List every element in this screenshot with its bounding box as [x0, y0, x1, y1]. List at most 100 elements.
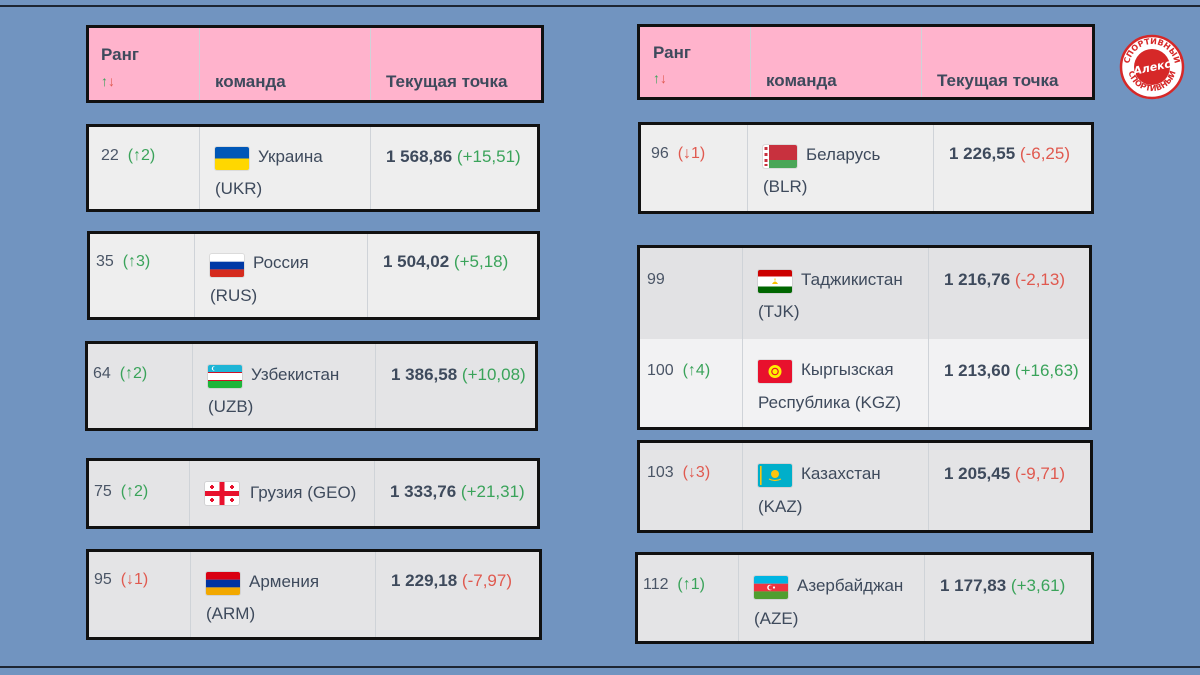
rank-value: 22 (↑2) [101, 147, 156, 164]
team-cell: Грузия (GEO) [189, 461, 374, 526]
points-cell: 1 216,76 (-2,13) [928, 248, 1089, 339]
team-name[interactable]: Казахстан [801, 464, 881, 483]
team-code: (UZB) [208, 397, 254, 416]
sort-down-arrow: ↓ [108, 73, 115, 89]
team-cell: Казахстан (KAZ) [742, 443, 928, 530]
header-team-cell: команда [750, 27, 921, 97]
rank-cell: 64 (↑2) [88, 344, 192, 428]
team-card-uzb: 64 (↑2) Узбекистан (UZB) 1 386,58 (+10,0… [85, 341, 538, 431]
russia-flag-icon [210, 254, 244, 277]
team-cell: Азербайджан (AZE) [738, 555, 924, 641]
team-name[interactable]: Армения [249, 572, 320, 591]
kyrgyzstan-flag-icon [758, 360, 792, 383]
team-name[interactable]: Беларусь [806, 145, 881, 164]
georgia-flag-icon [205, 482, 239, 505]
header-rank-label[interactable]: Ранг [653, 43, 691, 62]
header-rank-cell: Ранг ↑↓ [89, 28, 199, 100]
team-card-rus: 35 (↑3) Россия (RUS) 1 504,02 (+5,18) [87, 231, 540, 320]
rank-value: 95 (↓1) [94, 571, 149, 588]
ukraine-flag-icon [215, 147, 249, 170]
uzbekistan-flag-icon [208, 365, 242, 388]
rank-value: 64 (↑2) [93, 365, 148, 382]
sort-icon[interactable]: ↑↓ [101, 73, 115, 89]
sort-icon[interactable]: ↑↓ [653, 70, 667, 86]
team-code: (KAZ) [758, 497, 803, 516]
team-name[interactable]: Таджикистан [801, 270, 903, 289]
team-code: (ARM) [206, 604, 256, 623]
team-name[interactable]: Азербайджан [797, 576, 904, 595]
team-cell: Беларусь (BLR) [747, 125, 933, 211]
points-cell: 1 177,83 (+3,61) [924, 555, 1091, 641]
left-table-header: Ранг ↑↓ команда Текущая точка [86, 25, 544, 103]
team-cell: Украина (UKR) [199, 127, 370, 209]
rank-value: 99 [647, 271, 665, 288]
points-cell: 1 568,86 (+15,51) [370, 127, 537, 209]
team-name[interactable]: Украина [258, 147, 323, 166]
team-row-kgz: 100 (↑4) Кыргызская Республика (KGZ) 1 2… [640, 339, 1089, 427]
sort-down-arrow: ↓ [660, 70, 667, 86]
team-row-tjk: 99 Таджикистан (TJK) 1 216,76 (-2,13) [640, 248, 1089, 339]
points-value: 1 386,58 (+10,08) [391, 365, 526, 384]
rank-cell: 22 (↑2) [89, 127, 199, 209]
team-name[interactable]: Россия [253, 253, 309, 272]
team-cell: Узбекистан (UZB) [192, 344, 375, 428]
points-cell: 1 333,76 (+21,31) [374, 461, 537, 526]
points-cell: 1 226,55 (-6,25) [933, 125, 1091, 211]
points-cell: 1 205,45 (-9,71) [928, 443, 1090, 530]
team-name[interactable]: Узбекистан [251, 365, 340, 384]
rank-cell: 95 (↓1) [89, 552, 190, 637]
points-value: 1 205,45 (-9,71) [944, 464, 1065, 483]
rank-cell: 103 (↓3) [640, 443, 742, 530]
team-code: (UKR) [215, 179, 263, 198]
header-team-label: команда [215, 72, 286, 91]
bottom-divider [0, 666, 1200, 668]
team-card-arm: 95 (↓1) Армения (ARM) 1 229,18 (-7,97) [86, 549, 542, 640]
team-name[interactable]: Кыргызская [801, 360, 894, 379]
header-points-label: Текущая точка [937, 71, 1059, 90]
team-card-kaz: 103 (↓3) Казахстан (KAZ) 1 205,45 (-9,71… [637, 440, 1093, 533]
points-value: 1 226,55 (-6,25) [949, 144, 1070, 163]
points-cell: 1 386,58 (+10,08) [375, 344, 535, 428]
rank-value: 103 (↓3) [647, 464, 711, 481]
points-value: 1 213,60 (+16,63) [944, 361, 1079, 380]
rank-cell: 100 (↑4) [640, 339, 742, 427]
header-points-label: Текущая точка [386, 72, 508, 91]
points-cell: 1 213,60 (+16,63) [928, 339, 1089, 427]
belarus-flag-icon [763, 145, 797, 168]
team-name[interactable]: Грузия (GEO) [250, 483, 357, 502]
team-card-geo: 75 (↑2) Грузия (GEO) 1 333,76 (+21,31) [86, 458, 540, 529]
points-value: 1 229,18 (-7,97) [391, 571, 512, 590]
top-divider [0, 5, 1200, 7]
rank-cell: 75 (↑2) [89, 461, 189, 526]
team-code: (RUS) [210, 286, 258, 305]
team-cell: Россия (RUS) [194, 234, 367, 317]
team-code: (BLR) [763, 177, 808, 196]
header-team-cell: команда [199, 28, 370, 100]
team-card-ukr: 22 (↑2) Украина (UKR) 1 568,86 (+15,51) [86, 124, 540, 212]
points-value: 1 504,02 (+5,18) [383, 252, 509, 271]
header-rank-label[interactable]: Ранг [101, 45, 139, 64]
kazakhstan-flag-icon [758, 464, 792, 487]
team-code: Республика (KGZ) [758, 393, 902, 412]
sort-up-arrow: ↑ [101, 73, 108, 89]
tajikistan-flag-icon [758, 270, 792, 293]
rank-cell: 35 (↑3) [90, 234, 194, 317]
rank-value: 35 (↑3) [96, 253, 151, 270]
team-code: (TJK) [758, 302, 800, 321]
rank-value: 75 (↑2) [94, 483, 149, 500]
azerbaijan-flag-icon [754, 576, 788, 599]
points-cell: 1 229,18 (-7,97) [375, 552, 539, 637]
team-card-blr: 96 (↓1) Беларусь (BLR) 1 226,55 (-6,25) [638, 122, 1094, 214]
team-code: (AZE) [754, 609, 799, 628]
header-points-cell: Текущая точка [921, 27, 1092, 97]
points-cell: 1 504,02 (+5,18) [367, 234, 537, 317]
rank-cell: 112 (↑1) [638, 555, 738, 641]
rank-cell: 99 [640, 248, 742, 339]
sort-up-arrow: ↑ [653, 70, 660, 86]
team-cell: Таджикистан (TJK) [742, 248, 928, 339]
team-cell: Армения (ARM) [190, 552, 375, 637]
team-cell: Кыргызская Республика (KGZ) [742, 339, 928, 427]
header-team-label: команда [766, 71, 837, 90]
rank-value: 112 (↑1) [643, 576, 705, 593]
rank-value: 96 (↓1) [651, 145, 706, 162]
